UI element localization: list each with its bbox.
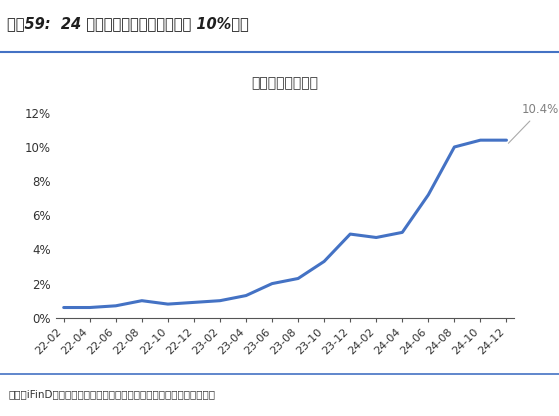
- Text: 10.4%: 10.4%: [508, 103, 559, 143]
- Text: 来源：iFinD，中国工程机械工业协会，慧聪工程机械，国金证券研究所: 来源：iFinD，中国工程机械工业协会，慧聪工程机械，国金证券研究所: [8, 389, 215, 399]
- Text: 图表59:  24 年电动装载机渗透率提升至 10%以上: 图表59: 24 年电动装载机渗透率提升至 10%以上: [7, 17, 248, 32]
- Title: 电动装载机渗透率: 电动装载机渗透率: [252, 77, 319, 90]
